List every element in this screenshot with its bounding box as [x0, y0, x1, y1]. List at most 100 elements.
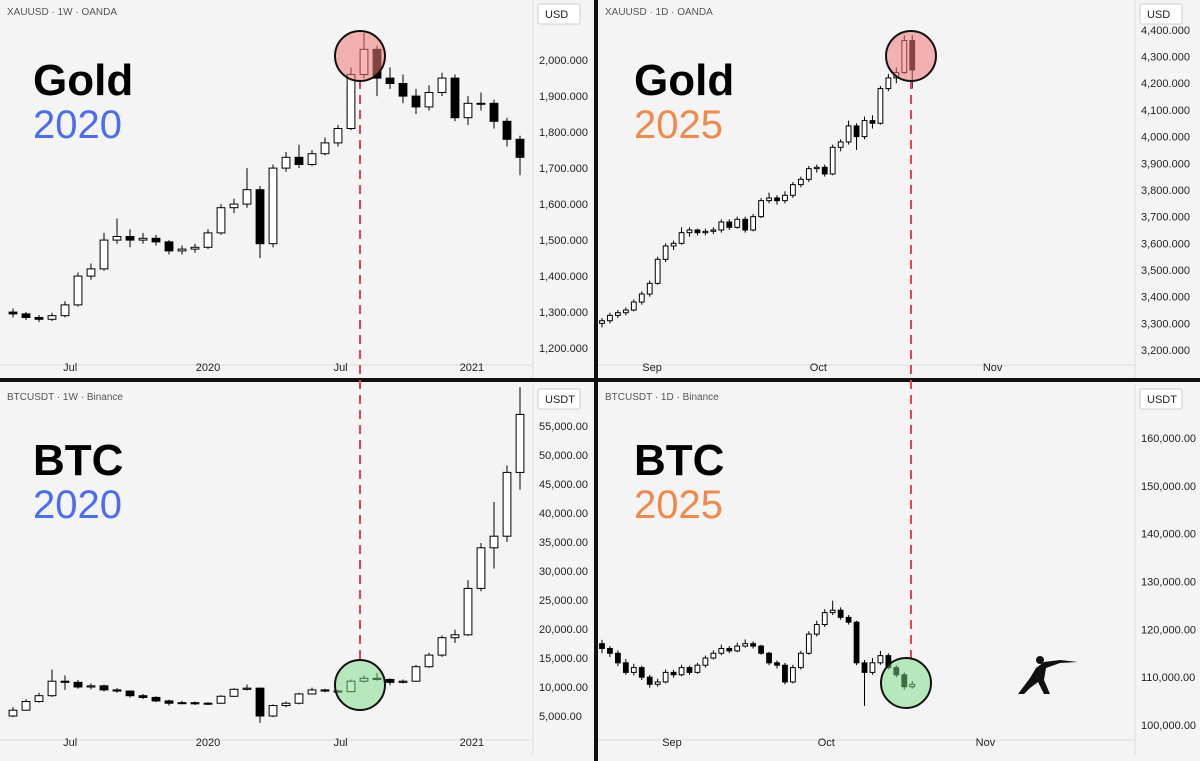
candle-body: [638, 293, 645, 303]
currency-box: [1139, 388, 1183, 410]
candle-body: [607, 314, 613, 322]
candle-body: [333, 128, 343, 144]
candle-body: [726, 221, 733, 228]
candle-body: [47, 315, 57, 320]
candle-body: [622, 309, 629, 314]
y-tick-label: 1,700.000: [539, 163, 588, 175]
candle-body: [694, 664, 701, 673]
chart-subtitle: 2020: [33, 103, 122, 147]
symbol-label: BTCUSDT · 1D · Binance: [605, 392, 719, 403]
x-tick-label: 2020: [196, 362, 220, 374]
candle-body: [869, 120, 876, 124]
y-tick-label: 3,800.000: [1141, 185, 1190, 197]
candle-body: [630, 301, 637, 311]
candle-body: [869, 662, 876, 673]
y-tick-label: 3,700.000: [1141, 212, 1190, 224]
candle-body: [450, 634, 460, 639]
candle-body: [774, 197, 780, 202]
symbol-label: XAUUSD · 1D · OANDA: [605, 7, 713, 18]
y-tick-label: 1,900.000: [539, 91, 588, 103]
candle-body: [885, 77, 892, 90]
candle-body: [385, 77, 395, 85]
candle-body: [718, 647, 725, 654]
candle-body: [758, 645, 764, 654]
candle-body: [813, 166, 820, 170]
candle-body: [411, 666, 421, 682]
y-tick-label: 4,400.000: [1141, 25, 1190, 37]
y-tick-label: 3,500.000: [1141, 265, 1190, 277]
y-tick-label: 130,000.00: [1141, 577, 1196, 589]
y-tick-label: 4,100.000: [1141, 105, 1190, 117]
y-tick-label: 3,400.000: [1141, 292, 1190, 304]
candle-body: [177, 702, 187, 705]
x-tick-label: Jul: [334, 362, 348, 374]
candle-body: [726, 647, 733, 652]
y-tick-label: 3,900.000: [1141, 158, 1190, 170]
candle-body: [86, 685, 96, 688]
candle-body: [861, 662, 868, 673]
candle-body: [424, 654, 434, 668]
candle-body: [646, 282, 653, 295]
candle-body: [424, 92, 434, 108]
candle-body: [774, 662, 780, 666]
x-tick-label: 2020: [196, 737, 220, 749]
candle-body: [678, 667, 685, 676]
candle-body: [654, 258, 661, 284]
candle-body: [255, 189, 265, 245]
candle-body: [821, 612, 828, 626]
candle-body: [476, 547, 486, 589]
candle-body: [821, 166, 828, 175]
x-tick-label: Nov: [976, 737, 996, 749]
candle-body: [742, 218, 749, 231]
candle-body: [229, 688, 239, 697]
highlight-circle: [334, 30, 386, 82]
highlight-circle: [334, 659, 386, 711]
candle-body: [21, 313, 31, 318]
candle-body: [790, 667, 796, 683]
y-tick-label: 45,000.00: [539, 479, 588, 491]
candle-body: [758, 200, 764, 218]
candle-body: [60, 680, 70, 683]
currency-label: USD: [545, 9, 568, 21]
y-tick-label: 20,000.00: [539, 624, 588, 636]
candle-body: [622, 662, 629, 673]
candle-body: [742, 643, 749, 647]
currency-label: USDT: [545, 394, 575, 406]
chart-panel: 5,000.00 10,000.00 15,000.00 20,000.00 25,00…: [0, 385, 588, 754]
candle-body: [805, 168, 812, 180]
chart-panel: 100,000.00 110,000.00 120,000.00 130,000.00…: [598, 385, 1196, 754]
candle-body: [790, 184, 796, 196]
candle-body: [853, 621, 860, 664]
highlight-circle: [880, 657, 932, 709]
candle-body: [60, 304, 70, 317]
candle-body: [34, 316, 44, 320]
candle-body: [346, 74, 356, 130]
y-tick-label: 5,000.00: [539, 711, 582, 723]
candle-body: [877, 88, 884, 124]
candle-body: [294, 693, 304, 704]
y-tick-label: 55,000.00: [539, 421, 588, 433]
y-tick-label: 1,200.000: [539, 343, 588, 355]
candle-body: [99, 239, 109, 270]
candle-body: [782, 194, 788, 202]
y-tick-label: 1,800.000: [539, 127, 588, 139]
chart-title: Gold: [634, 56, 734, 105]
fencer-icon: [1018, 660, 1078, 694]
candle-body: [229, 203, 239, 209]
symbol-label: BTCUSDT · 1W · Binance: [7, 392, 123, 403]
y-tick-label: 1,600.000: [539, 199, 588, 211]
candle-body: [190, 246, 200, 250]
candle-body: [797, 178, 804, 186]
chart-title: Gold: [33, 56, 133, 105]
x-tick-label: Sep: [642, 362, 662, 374]
candle-body: [861, 120, 868, 138]
candle-body: [398, 83, 408, 97]
candle-body: [177, 248, 187, 252]
candle-body: [670, 242, 677, 247]
y-tick-label: 4,300.000: [1141, 52, 1190, 64]
candle-body: [750, 643, 757, 647]
candle-body: [242, 189, 252, 205]
candle-body: [151, 237, 161, 243]
currency-label: USDT: [1147, 394, 1177, 406]
y-tick-label: 160,000.00: [1141, 433, 1196, 445]
